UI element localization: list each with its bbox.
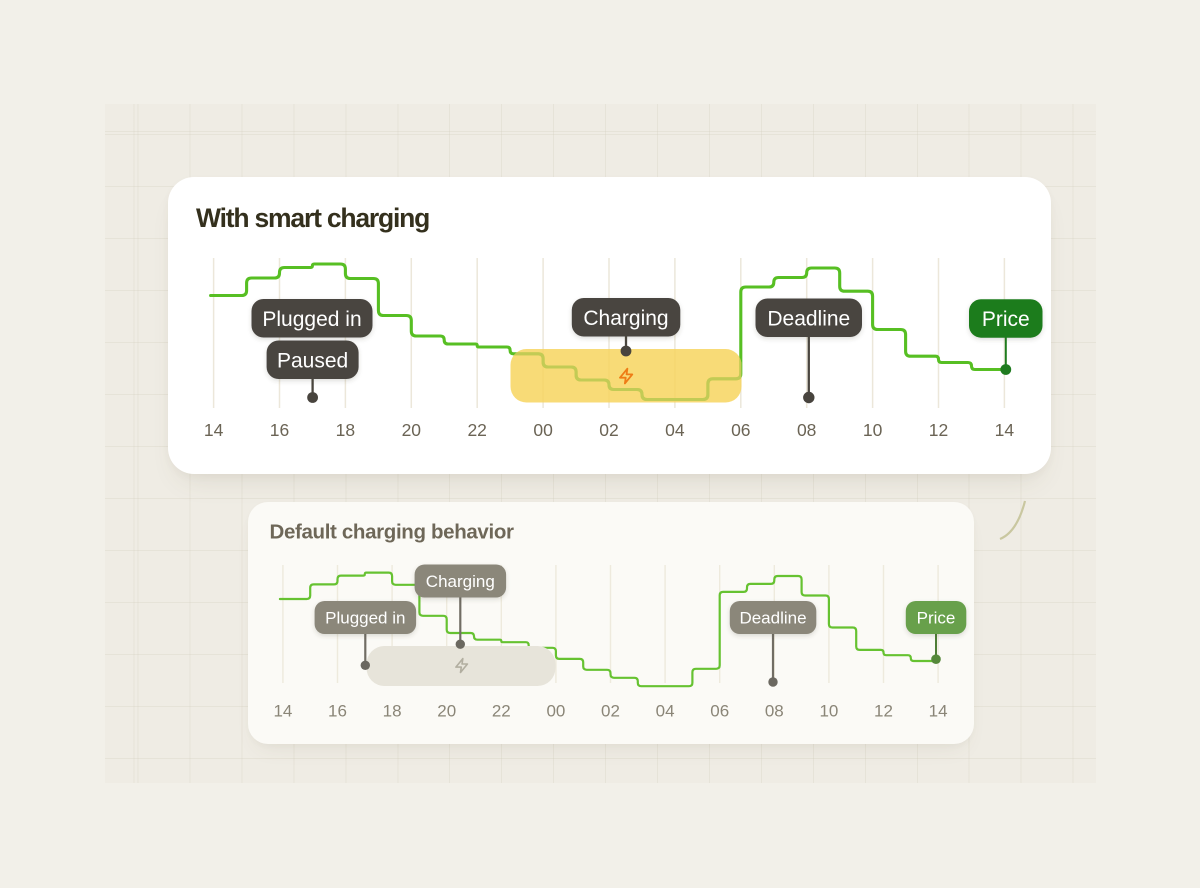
svg-text:Deadline: Deadline [767, 308, 850, 331]
svg-text:Price: Price [982, 308, 1030, 331]
svg-text:08: 08 [765, 701, 784, 720]
svg-text:Paused: Paused [277, 349, 348, 372]
svg-text:18: 18 [336, 420, 355, 440]
svg-text:Price: Price [917, 609, 956, 628]
svg-text:06: 06 [731, 420, 750, 440]
svg-text:02: 02 [601, 701, 620, 720]
svg-text:14: 14 [995, 420, 1015, 440]
svg-text:18: 18 [383, 701, 402, 720]
svg-text:Default charging behavior: Default charging behavior [270, 521, 514, 544]
svg-text:00: 00 [546, 701, 565, 720]
svg-text:08: 08 [797, 420, 816, 440]
svg-text:12: 12 [874, 701, 893, 720]
svg-text:00: 00 [533, 420, 553, 440]
svg-text:Plugged in: Plugged in [262, 308, 361, 331]
svg-text:Charging: Charging [583, 307, 668, 330]
svg-text:Plugged in: Plugged in [325, 609, 405, 628]
svg-text:06: 06 [710, 701, 729, 720]
svg-text:10: 10 [819, 701, 838, 720]
svg-text:14: 14 [204, 420, 224, 440]
svg-text:Deadline: Deadline [739, 609, 806, 628]
svg-text:22: 22 [467, 420, 486, 440]
svg-text:20: 20 [402, 420, 422, 440]
svg-text:10: 10 [863, 420, 883, 440]
svg-text:16: 16 [328, 701, 347, 720]
svg-text:20: 20 [437, 701, 456, 720]
svg-text:With smart charging: With smart charging [196, 203, 429, 233]
svg-text:12: 12 [929, 420, 948, 440]
svg-text:04: 04 [656, 701, 675, 720]
svg-text:14: 14 [273, 701, 292, 720]
svg-text:22: 22 [492, 701, 511, 720]
svg-text:Charging: Charging [426, 572, 495, 591]
svg-text:14: 14 [929, 701, 948, 720]
svg-text:04: 04 [665, 420, 685, 440]
svg-text:16: 16 [270, 420, 289, 440]
svg-text:02: 02 [599, 420, 618, 440]
